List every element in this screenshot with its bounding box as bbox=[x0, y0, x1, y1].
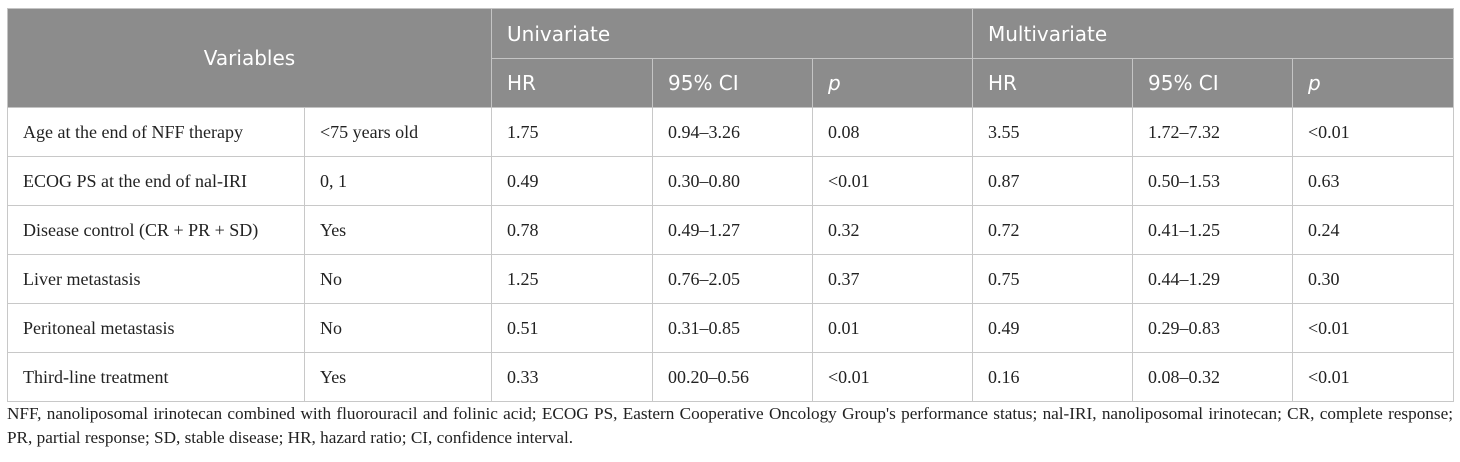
cell-multi-p: <0.01 bbox=[1291, 352, 1455, 402]
header-multi-p: p bbox=[1291, 58, 1455, 108]
cell-multi-p: <0.01 bbox=[1291, 107, 1455, 157]
cell-multi-ci: 0.44–1.29 bbox=[1132, 254, 1293, 304]
cell-multi-ci: 1.72–7.32 bbox=[1132, 107, 1293, 157]
hazard-ratio-table: Variables Univariate Multivariate HR 95%… bbox=[7, 8, 1455, 402]
cell-category: Yes bbox=[304, 352, 492, 402]
cell-category: No bbox=[304, 254, 492, 304]
cell-multi-ci: 0.08–0.32 bbox=[1132, 352, 1293, 402]
cell-variable: Peritoneal metastasis bbox=[7, 303, 305, 353]
cell-uni-hr: 0.33 bbox=[491, 352, 653, 402]
cell-multi-hr: 0.16 bbox=[972, 352, 1133, 402]
cell-variable: Liver metastasis bbox=[7, 254, 305, 304]
cell-multi-hr: 0.75 bbox=[972, 254, 1133, 304]
cell-uni-p: 0.32 bbox=[812, 205, 973, 255]
header-uni-hr: HR bbox=[491, 58, 653, 108]
cell-uni-hr: 0.78 bbox=[491, 205, 653, 255]
table-row: Age at the end of NFF therapy <75 years … bbox=[7, 107, 1455, 157]
cell-uni-ci: 0.49–1.27 bbox=[652, 205, 813, 255]
table-row: Liver metastasis No 1.25 0.76–2.05 0.37 … bbox=[7, 254, 1455, 304]
cell-variable: Disease control (CR + PR + SD) bbox=[7, 205, 305, 255]
cell-multi-ci: 0.41–1.25 bbox=[1132, 205, 1293, 255]
cell-uni-p: <0.01 bbox=[812, 352, 973, 402]
cell-multi-p: 0.30 bbox=[1291, 254, 1455, 304]
cell-category: <75 years old bbox=[304, 107, 492, 157]
cell-multi-hr: 0.72 bbox=[972, 205, 1133, 255]
cell-multi-p: <0.01 bbox=[1291, 303, 1455, 353]
cell-multi-hr: 3.55 bbox=[972, 107, 1133, 157]
header-multi-ci: 95% CI bbox=[1132, 58, 1293, 108]
cell-uni-ci: 0.30–0.80 bbox=[652, 156, 813, 206]
header-multivariate: Multivariate bbox=[971, 8, 1455, 59]
cell-multi-ci: 0.50–1.53 bbox=[1132, 156, 1293, 206]
cell-uni-p: 0.08 bbox=[812, 107, 973, 157]
cell-uni-hr: 1.75 bbox=[491, 107, 653, 157]
cell-category: No bbox=[304, 303, 492, 353]
table-row: ECOG PS at the end of nal-IRI 0, 1 0.49 … bbox=[7, 156, 1455, 206]
table-row: Disease control (CR + PR + SD) Yes 0.78 … bbox=[7, 205, 1455, 255]
header-univariate: Univariate bbox=[491, 8, 973, 59]
cell-uni-hr: 0.49 bbox=[491, 156, 653, 206]
cell-category: Yes bbox=[304, 205, 492, 255]
header-uni-ci: 95% CI bbox=[652, 58, 813, 108]
cell-uni-ci: 00.20–0.56 bbox=[652, 352, 813, 402]
cell-uni-hr: 0.51 bbox=[491, 303, 653, 353]
table-header: Variables Univariate Multivariate HR 95%… bbox=[7, 8, 1455, 108]
results-table-container: Variables Univariate Multivariate HR 95%… bbox=[7, 8, 1455, 402]
header-row-stats: HR 95% CI p HR 95% CI p bbox=[8, 58, 1455, 108]
header-multi-hr: HR bbox=[972, 58, 1133, 108]
cell-uni-p: 0.37 bbox=[812, 254, 973, 304]
cell-multi-p: 0.63 bbox=[1291, 156, 1455, 206]
table-row: Third-line treatment Yes 0.33 00.20–0.56… bbox=[7, 352, 1455, 402]
table-row: Peritoneal metastasis No 0.51 0.31–0.85 … bbox=[7, 303, 1455, 353]
cell-multi-hr: 0.87 bbox=[972, 156, 1133, 206]
cell-uni-hr: 1.25 bbox=[491, 254, 653, 304]
cell-multi-hr: 0.49 bbox=[972, 303, 1133, 353]
header-uni-p: p bbox=[812, 58, 973, 108]
cell-uni-ci: 0.94–3.26 bbox=[652, 107, 813, 157]
cell-variable: Third-line treatment bbox=[7, 352, 305, 402]
cell-category: 0, 1 bbox=[304, 156, 492, 206]
header-variables: Variables bbox=[7, 8, 492, 108]
cell-uni-ci: 0.31–0.85 bbox=[652, 303, 813, 353]
cell-multi-p: 0.24 bbox=[1291, 205, 1455, 255]
cell-variable: Age at the end of NFF therapy bbox=[7, 107, 305, 157]
header-row-groups: Variables Univariate Multivariate bbox=[7, 8, 1455, 108]
table-footnote: NFF, nanoliposomal irinotecan combined w… bbox=[7, 404, 1453, 447]
table-body: Age at the end of NFF therapy <75 years … bbox=[7, 107, 1455, 402]
cell-uni-ci: 0.76–2.05 bbox=[652, 254, 813, 304]
cell-multi-ci: 0.29–0.83 bbox=[1132, 303, 1293, 353]
cell-variable: ECOG PS at the end of nal-IRI bbox=[7, 156, 305, 206]
cell-uni-p: 0.01 bbox=[812, 303, 973, 353]
cell-uni-p: <0.01 bbox=[812, 156, 973, 206]
